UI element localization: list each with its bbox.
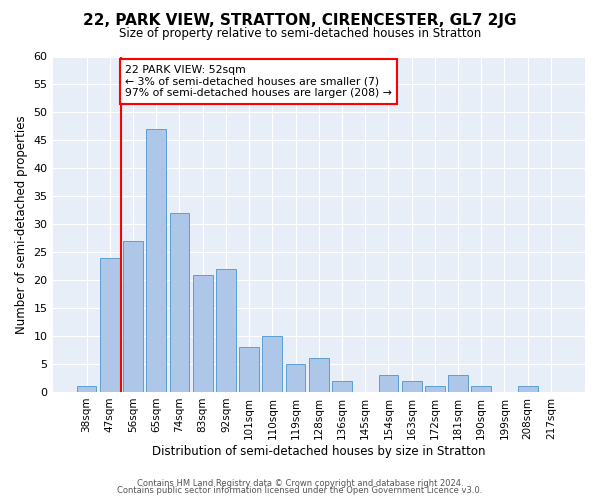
Bar — [402, 381, 422, 392]
Bar — [123, 241, 143, 392]
Bar — [146, 129, 166, 392]
Text: 22 PARK VIEW: 52sqm
← 3% of semi-detached houses are smaller (7)
97% of semi-det: 22 PARK VIEW: 52sqm ← 3% of semi-detache… — [125, 65, 392, 98]
Bar — [216, 269, 236, 392]
Bar — [472, 386, 491, 392]
Bar — [239, 347, 259, 392]
Text: 22, PARK VIEW, STRATTON, CIRENCESTER, GL7 2JG: 22, PARK VIEW, STRATTON, CIRENCESTER, GL… — [83, 12, 517, 28]
Y-axis label: Number of semi-detached properties: Number of semi-detached properties — [15, 115, 28, 334]
Bar — [193, 274, 212, 392]
Bar — [309, 358, 329, 392]
Bar — [262, 336, 282, 392]
Bar — [332, 381, 352, 392]
X-axis label: Distribution of semi-detached houses by size in Stratton: Distribution of semi-detached houses by … — [152, 444, 485, 458]
Text: Contains public sector information licensed under the Open Government Licence v3: Contains public sector information licen… — [118, 486, 482, 495]
Bar — [286, 364, 305, 392]
Bar — [518, 386, 538, 392]
Text: Size of property relative to semi-detached houses in Stratton: Size of property relative to semi-detach… — [119, 28, 481, 40]
Bar — [170, 213, 190, 392]
Bar — [425, 386, 445, 392]
Bar — [379, 375, 398, 392]
Bar — [77, 386, 97, 392]
Bar — [100, 258, 119, 392]
Bar — [448, 375, 468, 392]
Text: Contains HM Land Registry data © Crown copyright and database right 2024.: Contains HM Land Registry data © Crown c… — [137, 478, 463, 488]
